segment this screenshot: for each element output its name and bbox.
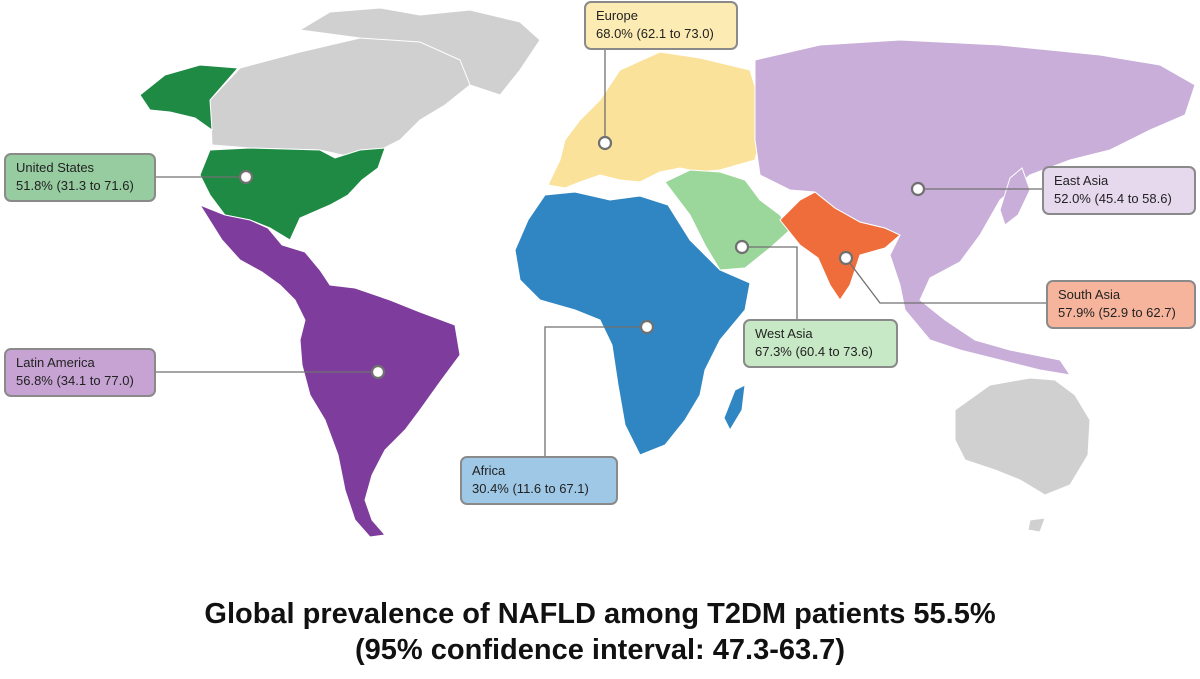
- region-madagascar: [723, 384, 746, 432]
- label-latin-america: Latin America 56.8% (34.1 to 77.0): [4, 348, 156, 397]
- marker-africa: [639, 319, 655, 335]
- marker-west-asia: [734, 239, 750, 255]
- leader-west-asia: [742, 246, 798, 320]
- region-name: Africa: [472, 463, 506, 478]
- label-europe: Europe 68.0% (62.1 to 73.0): [584, 1, 738, 50]
- prevalence-value: 30.4% (11.6 to 67.1): [472, 481, 589, 496]
- prevalence-value: 51.8% (31.3 to 71.6): [16, 178, 134, 193]
- marker-us: [238, 169, 254, 185]
- leader-south-asia: [845, 257, 1048, 304]
- region-alaska: [139, 64, 240, 132]
- prevalence-value: 57.9% (52.9 to 62.7): [1058, 305, 1176, 320]
- marker-europe: [597, 135, 613, 151]
- marker-south-asia: [838, 250, 854, 266]
- region-name: Latin America: [16, 355, 95, 370]
- region-name: Europe: [596, 8, 638, 23]
- marker-latin: [370, 364, 386, 380]
- caption-line-2: (95% confidence interval: 47.3-63.7): [355, 634, 845, 666]
- region-name: United States: [16, 160, 95, 175]
- prevalence-value: 52.0% (45.4 to 58.6): [1054, 191, 1172, 206]
- figure-caption: Global prevalence of NAFLD among T2DM pa…: [0, 596, 1200, 668]
- region-name: East Asia: [1054, 173, 1109, 188]
- marker-east-asia: [910, 181, 926, 197]
- world-map: [139, 7, 1196, 538]
- label-west-asia: West Asia 67.3% (60.4 to 73.6): [743, 319, 898, 368]
- prevalence-value: 56.8% (34.1 to 77.0): [16, 373, 134, 388]
- region-east-asia: [754, 39, 1196, 376]
- label-africa: Africa 30.4% (11.6 to 67.1): [460, 456, 618, 505]
- leader-africa: [544, 326, 647, 458]
- region-europe: [547, 51, 766, 189]
- region-africa: [514, 191, 751, 456]
- prevalence-value: 67.3% (60.4 to 73.6): [755, 344, 873, 359]
- region-australia: [954, 377, 1091, 533]
- region-name: South Asia: [1058, 287, 1121, 302]
- label-east-asia: East Asia 52.0% (45.4 to 58.6): [1042, 166, 1196, 215]
- label-south-asia: South Asia 57.9% (52.9 to 62.7): [1046, 280, 1196, 329]
- label-united-states: United States 51.8% (31.3 to 71.6): [4, 153, 156, 202]
- caption-line-1: Global prevalence of NAFLD among T2DM pa…: [204, 598, 996, 630]
- region-japan: [999, 167, 1031, 226]
- region-canada-greenland: [209, 7, 541, 161]
- region-name: West Asia: [755, 326, 813, 341]
- region-latin-america: [198, 203, 461, 538]
- prevalence-value: 68.0% (62.1 to 73.0): [596, 26, 714, 41]
